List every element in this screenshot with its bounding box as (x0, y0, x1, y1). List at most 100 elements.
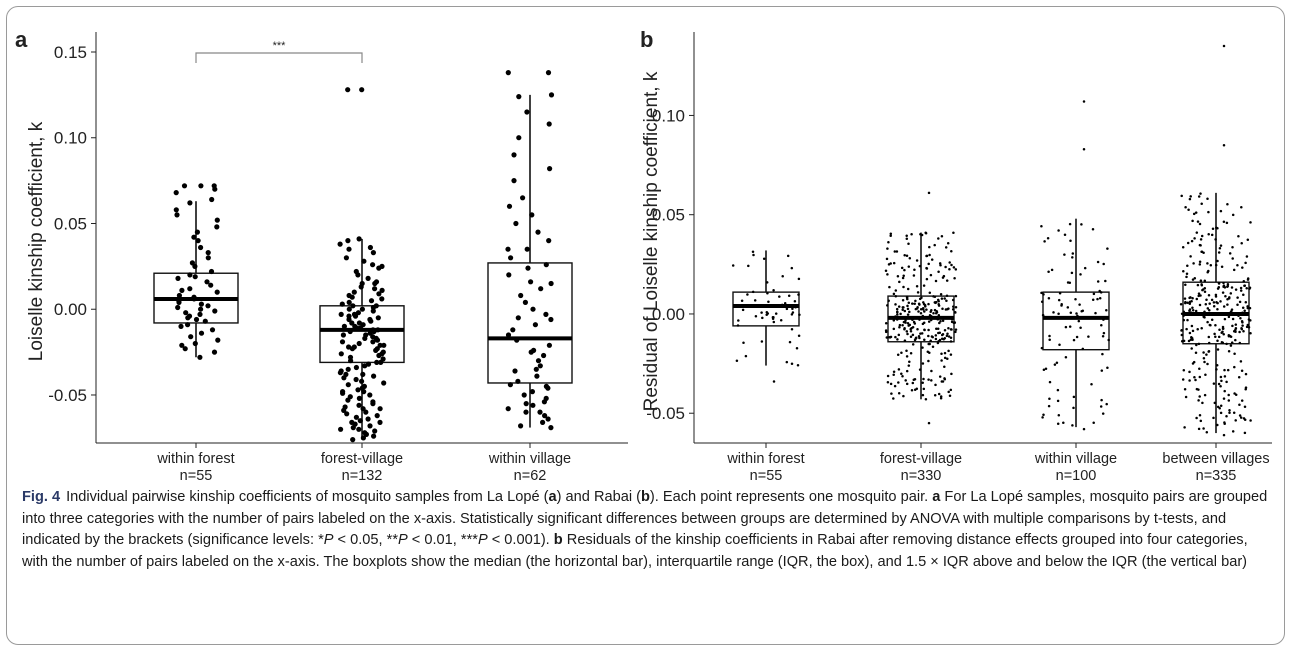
data-point (1223, 368, 1226, 372)
data-point (906, 315, 909, 319)
data-point (1198, 375, 1202, 379)
data-point (370, 262, 376, 268)
data-point (341, 375, 347, 381)
data-point (1238, 414, 1242, 417)
data-point (896, 338, 899, 341)
data-point (524, 246, 530, 252)
data-point (951, 298, 955, 302)
data-point (915, 259, 919, 262)
data-point (1214, 263, 1218, 267)
data-point (893, 384, 897, 388)
data-point (1241, 321, 1244, 324)
data-point (904, 379, 907, 382)
x-count-label: n=55 (180, 468, 213, 484)
data-point (941, 319, 945, 322)
data-point (337, 370, 343, 376)
data-point (1223, 389, 1226, 393)
data-point (1207, 350, 1211, 353)
data-point (1180, 333, 1184, 337)
data-point (1189, 255, 1192, 258)
data-point (1227, 399, 1231, 402)
data-point (362, 363, 368, 369)
data-point (909, 335, 913, 338)
data-point (1249, 221, 1252, 224)
data-point (183, 310, 189, 316)
data-point (895, 250, 899, 253)
data-point (790, 362, 794, 365)
data-point (1195, 297, 1199, 301)
data-point (790, 266, 794, 270)
data-point (204, 279, 210, 285)
data-point (913, 268, 916, 271)
data-point (1234, 393, 1238, 396)
data-point (904, 321, 907, 324)
data-point (511, 178, 517, 184)
data-point (888, 285, 891, 289)
data-point (1048, 338, 1051, 342)
data-point (1063, 316, 1066, 319)
data-point (921, 346, 924, 349)
outlier-point (1082, 100, 1086, 103)
data-point (1186, 318, 1189, 322)
data-point (927, 302, 930, 306)
data-point (515, 378, 521, 384)
data-point (1249, 319, 1252, 322)
data-point (360, 406, 366, 412)
data-point (1099, 405, 1103, 408)
data-point (1229, 344, 1233, 347)
data-point (1236, 264, 1239, 267)
data-point (1057, 413, 1061, 417)
data-point (772, 288, 775, 292)
data-point (940, 380, 944, 383)
data-point (760, 340, 764, 343)
y-tick-label: -0.05 (48, 386, 87, 405)
data-point (1219, 384, 1222, 388)
data-point (1044, 367, 1048, 370)
data-point (898, 323, 902, 327)
data-point (943, 365, 946, 369)
data-point (1192, 360, 1196, 364)
data-point (543, 311, 549, 317)
data-point (1092, 421, 1095, 424)
data-point (1240, 206, 1243, 209)
data-point (1191, 338, 1194, 342)
data-point (1208, 302, 1211, 305)
data-point (1066, 281, 1070, 284)
data-point (1242, 280, 1246, 283)
data-point (892, 319, 896, 322)
data-point (889, 382, 893, 386)
data-point (906, 287, 910, 291)
data-point (760, 311, 763, 314)
data-point (939, 396, 943, 400)
data-point (928, 291, 932, 294)
data-point (1071, 424, 1074, 427)
y-axis-label: Loiselle kinship coefficient, k (26, 121, 47, 361)
data-point (741, 308, 745, 312)
data-point (379, 296, 385, 302)
data-point (1183, 297, 1187, 300)
data-point (948, 261, 951, 264)
data-point (1100, 398, 1103, 402)
data-point (1075, 312, 1078, 315)
data-point (894, 335, 897, 339)
data-point (193, 316, 200, 323)
x-tick-label: forest-village (880, 451, 962, 467)
data-point (1092, 316, 1096, 319)
box-iqr (319, 305, 405, 364)
data-point (357, 325, 364, 331)
data-point (1218, 246, 1222, 250)
data-point (906, 307, 910, 311)
data-point (949, 340, 953, 343)
data-point (794, 306, 797, 309)
data-point (949, 336, 953, 339)
data-point (1106, 247, 1109, 250)
data-point (905, 237, 909, 240)
data-point (1226, 303, 1229, 306)
data-point (176, 299, 182, 305)
data-point (1238, 403, 1241, 406)
data-point (902, 274, 905, 278)
data-point (942, 274, 946, 278)
data-point (1202, 351, 1205, 354)
data-point (1181, 378, 1185, 381)
data-point (1057, 298, 1061, 302)
